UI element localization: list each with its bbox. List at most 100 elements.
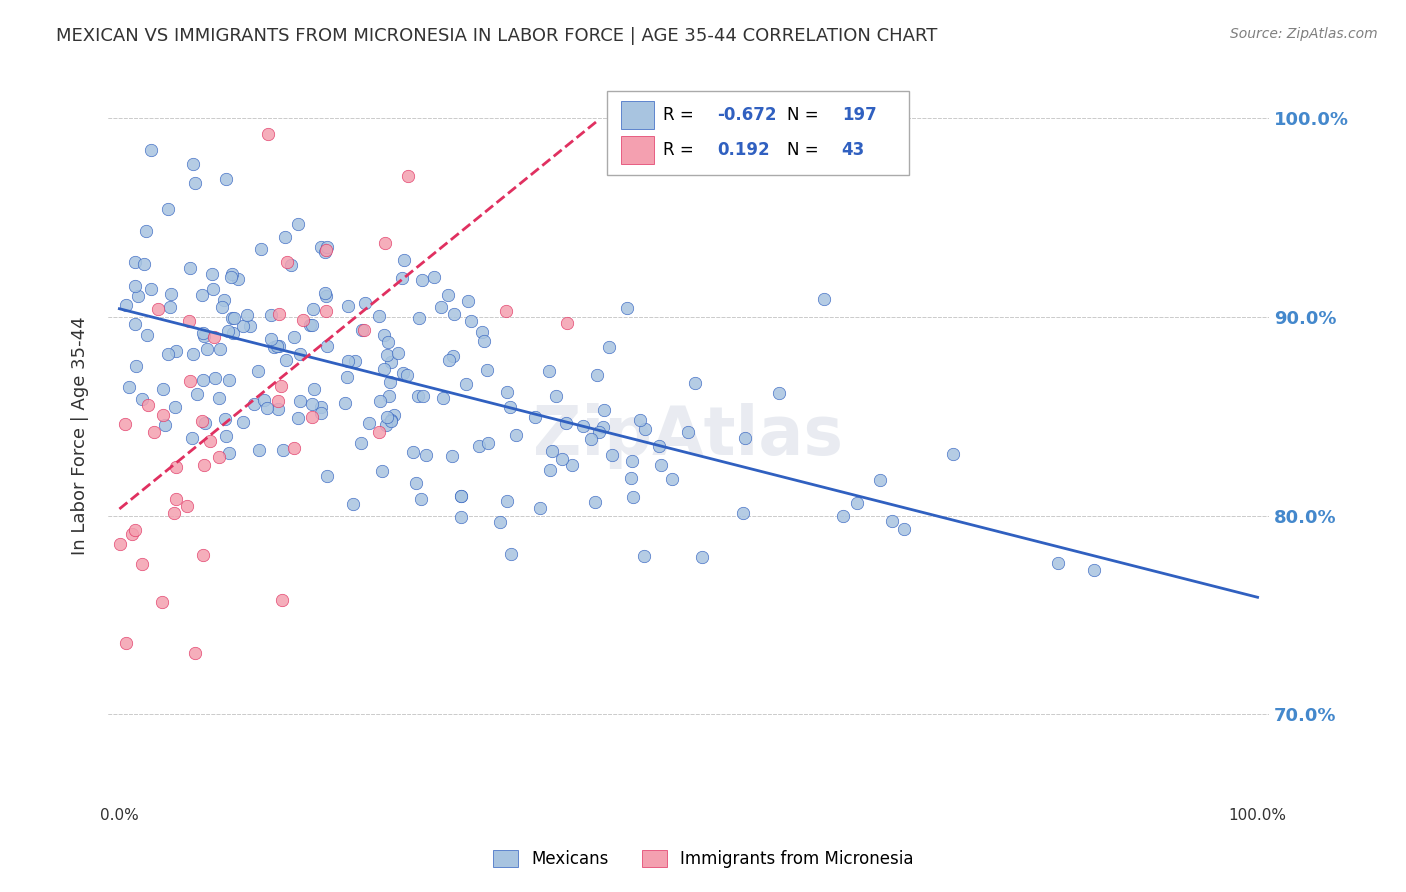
Point: [247, 364, 270, 378]
Point: [342, 497, 364, 511]
Point: [661, 472, 683, 486]
FancyBboxPatch shape: [621, 101, 654, 128]
Point: [456, 376, 478, 391]
Point: [529, 501, 551, 516]
Point: [368, 309, 391, 323]
Point: [432, 391, 454, 405]
Point: [202, 330, 225, 344]
Point: [869, 473, 891, 487]
Point: [280, 258, 302, 272]
Point: [127, 289, 149, 303]
Point: [260, 309, 283, 323]
Point: [301, 318, 323, 332]
Point: [118, 379, 141, 393]
Point: [148, 301, 170, 316]
Point: [505, 428, 527, 442]
Point: [430, 300, 453, 314]
Point: [204, 371, 226, 385]
Point: [314, 285, 336, 300]
Point: [208, 450, 231, 464]
Point: [274, 352, 297, 367]
Point: [336, 369, 359, 384]
Point: [259, 332, 281, 346]
Point: [882, 514, 904, 528]
Point: [1083, 563, 1105, 577]
Point: [592, 419, 614, 434]
Point: [621, 454, 644, 468]
Point: [114, 417, 136, 432]
Point: [131, 392, 153, 407]
Point: [315, 468, 337, 483]
Point: [368, 393, 391, 408]
Point: [415, 448, 437, 462]
Point: [336, 354, 359, 368]
Point: [374, 418, 396, 433]
Point: [540, 443, 562, 458]
Point: [191, 326, 214, 340]
Point: [287, 411, 309, 425]
Point: [222, 326, 245, 340]
Point: [200, 434, 222, 448]
Point: [271, 442, 294, 457]
Point: [191, 288, 214, 302]
Point: [121, 527, 143, 541]
Point: [382, 408, 405, 422]
Point: [193, 329, 215, 343]
Point: [283, 441, 305, 455]
Point: [136, 328, 159, 343]
Text: 197: 197: [842, 106, 876, 124]
Point: [132, 256, 155, 270]
Point: [387, 346, 409, 360]
Point: [495, 304, 517, 318]
Point: [443, 307, 465, 321]
Point: [371, 464, 394, 478]
Point: [314, 244, 336, 259]
Point: [499, 400, 522, 414]
Point: [152, 382, 174, 396]
Point: [181, 347, 204, 361]
Point: [208, 342, 231, 356]
Point: [333, 396, 356, 410]
Point: [551, 452, 574, 467]
Point: [159, 301, 181, 315]
Point: [616, 301, 638, 316]
Point: [214, 412, 236, 426]
Text: -0.672: -0.672: [717, 106, 778, 124]
Point: [832, 508, 855, 523]
Point: [290, 347, 312, 361]
Point: [731, 506, 754, 520]
Point: [267, 339, 290, 353]
Point: [191, 373, 214, 387]
Point: [374, 236, 396, 251]
Point: [124, 318, 146, 332]
Text: 0.192: 0.192: [717, 141, 770, 159]
Point: [114, 298, 136, 312]
Point: [893, 523, 915, 537]
Point: [302, 302, 325, 317]
Point: [315, 289, 337, 303]
Point: [392, 366, 415, 380]
Point: [271, 593, 294, 607]
FancyBboxPatch shape: [621, 136, 654, 164]
Text: MEXICAN VS IMMIGRANTS FROM MICRONESIA IN LABOR FORCE | AGE 35-44 CORRELATION CHA: MEXICAN VS IMMIGRANTS FROM MICRONESIA IN…: [56, 27, 938, 45]
Point: [402, 445, 425, 459]
Point: [180, 431, 202, 445]
Point: [359, 417, 381, 431]
Point: [247, 442, 270, 457]
Point: [588, 425, 610, 440]
Point: [375, 347, 398, 361]
Point: [375, 37, 398, 52]
Point: [115, 636, 138, 650]
Text: 43: 43: [842, 141, 865, 159]
Point: [468, 438, 491, 452]
Point: [423, 269, 446, 284]
Point: [110, 536, 132, 550]
Point: [165, 400, 187, 414]
Point: [380, 375, 402, 389]
Point: [299, 318, 322, 332]
Point: [311, 406, 333, 420]
Point: [276, 254, 298, 268]
Point: [634, 422, 657, 436]
Point: [215, 429, 238, 443]
Point: [450, 489, 472, 503]
